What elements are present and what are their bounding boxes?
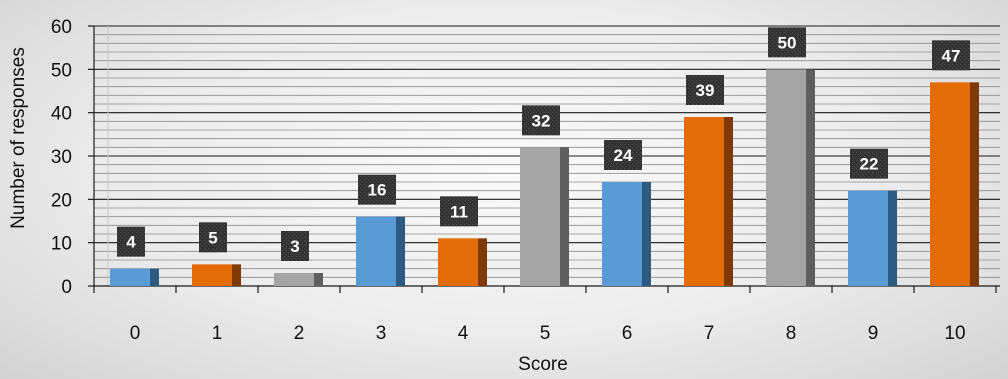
- x-tick-label: 4: [458, 323, 469, 344]
- bar: [930, 82, 970, 286]
- x-tick-label: 8: [786, 323, 797, 344]
- y-tick-label: 40: [51, 104, 72, 125]
- data-label-box: [932, 40, 970, 71]
- data-label-box: [604, 140, 642, 170]
- bar: [602, 182, 642, 286]
- data-label-box: [522, 105, 560, 136]
- data-label: 24: [614, 146, 633, 165]
- bar: [438, 238, 478, 286]
- x-tick-label: 7: [704, 323, 715, 344]
- x-tick-label: 0: [130, 323, 141, 344]
- bar-side: [888, 190, 897, 286]
- bar-side: [396, 216, 405, 286]
- bar-side: [560, 147, 569, 286]
- data-label-box: [686, 75, 724, 105]
- x-tick-label: 1: [212, 323, 223, 344]
- data-label: 47: [942, 46, 961, 65]
- bar: [684, 117, 724, 286]
- y-tick-label: 30: [51, 147, 72, 168]
- x-tick-label: 3: [376, 323, 387, 344]
- bar-side: [806, 69, 815, 286]
- bar-side: [232, 264, 241, 286]
- bar: [110, 268, 150, 286]
- bar-side: [478, 238, 487, 286]
- data-label: 3: [290, 237, 299, 256]
- x-tick-label: 10: [944, 323, 965, 344]
- x-tick-label: 9: [868, 323, 879, 344]
- y-tick-label: 20: [51, 190, 72, 211]
- bar: [192, 264, 232, 286]
- bar-side: [642, 182, 651, 286]
- y-tick-label: 0: [61, 277, 72, 298]
- bar: [766, 69, 806, 286]
- x-axis-title: Score: [518, 354, 568, 375]
- data-label: 22: [860, 155, 879, 174]
- data-label-box: [281, 231, 309, 261]
- data-label-box: [358, 174, 396, 205]
- x-tick-label: 6: [622, 323, 633, 344]
- data-label: 11: [450, 202, 468, 221]
- y-tick-label: 10: [51, 234, 72, 255]
- data-label-box: [117, 226, 145, 257]
- data-label: 39: [696, 81, 715, 100]
- data-label: 4: [126, 233, 136, 252]
- y-axis-title: Number of responses: [8, 47, 29, 229]
- y-tick-label: 50: [51, 60, 72, 81]
- bar: [520, 147, 560, 286]
- data-label-box: [768, 27, 806, 58]
- y-tick-label: 60: [51, 17, 72, 38]
- bars: [110, 69, 979, 286]
- bar: [274, 273, 314, 286]
- data-label: 16: [368, 181, 387, 200]
- data-label-box: [850, 148, 888, 179]
- data-label-box: [440, 196, 478, 227]
- bar-side: [314, 273, 323, 286]
- x-tick-label: 5: [540, 323, 551, 344]
- data-label: 32: [532, 111, 551, 130]
- bar-side: [724, 117, 733, 286]
- data-labels: 4 5 3 16 11 32 24 39 50 22 47: [117, 27, 970, 261]
- bar-side: [150, 268, 159, 286]
- data-label-box: [199, 222, 227, 253]
- bar: [356, 216, 396, 286]
- bar-side: [970, 82, 979, 286]
- bar: [848, 190, 888, 286]
- x-tick-label: 2: [294, 323, 305, 344]
- data-label: 50: [778, 33, 797, 52]
- data-label: 5: [208, 228, 217, 247]
